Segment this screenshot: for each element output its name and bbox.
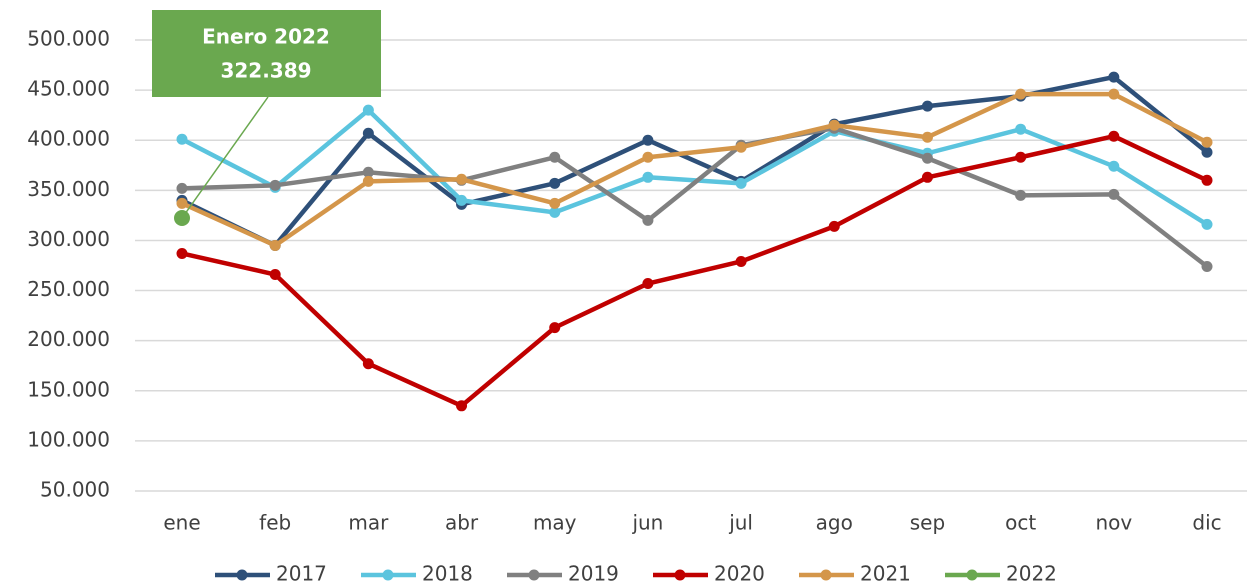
- data-point: [362, 166, 374, 178]
- x-tick-label: may: [533, 511, 577, 535]
- series-line: [181, 91, 1209, 248]
- data-point: [456, 400, 468, 412]
- x-tick-label: oct: [1005, 511, 1036, 535]
- legend-label: 2017: [276, 562, 327, 586]
- x-tick-label: jul: [728, 511, 753, 535]
- data-point: [735, 141, 747, 153]
- y-tick-label: 50.000: [40, 478, 110, 502]
- data-point: [1015, 151, 1027, 163]
- callout-value: 322.389: [220, 59, 311, 83]
- data-point: [176, 133, 188, 145]
- data-point: [549, 206, 561, 218]
- data-point: [549, 177, 561, 189]
- callout-title: Enero 2022: [202, 25, 330, 49]
- x-tick-label: mar: [348, 511, 389, 535]
- data-point: [362, 175, 374, 187]
- data-point: [921, 100, 933, 112]
- x-tick-label: feb: [259, 511, 291, 535]
- data-point: [549, 197, 561, 209]
- data-point: [1201, 146, 1213, 158]
- data-point: [176, 197, 188, 209]
- data-point: [1108, 88, 1120, 100]
- data-point: [456, 194, 468, 206]
- data-point: [735, 255, 747, 267]
- data-point: [921, 171, 933, 183]
- x-tick-label: sep: [910, 511, 945, 535]
- data-point: [176, 182, 188, 194]
- data-point: [1108, 160, 1120, 172]
- series-line: [181, 133, 1208, 409]
- data-point: [362, 104, 374, 116]
- x-tick-label: ago: [816, 511, 853, 535]
- series-line: [181, 74, 1209, 248]
- y-tick-label: 200.000: [27, 327, 110, 351]
- data-point: [1201, 136, 1213, 148]
- y-tick-label: 350.000: [27, 177, 110, 201]
- data-point: [1015, 88, 1027, 100]
- y-tick-label: 300.000: [27, 227, 110, 251]
- legend-marker: [820, 569, 832, 581]
- data-point: [1108, 188, 1120, 200]
- legend-marker: [382, 569, 394, 581]
- data-point: [269, 179, 281, 191]
- data-point: [456, 173, 468, 185]
- data-point: [269, 239, 281, 251]
- data-point: [828, 220, 840, 232]
- x-tick-label: ene: [163, 511, 200, 535]
- series-line: [180, 107, 1209, 227]
- data-point: [1108, 71, 1120, 83]
- legend-label: 2019: [568, 562, 619, 586]
- x-tick-label: abr: [445, 511, 479, 535]
- legend-label: 2022: [1006, 562, 1057, 586]
- data-point: [642, 134, 654, 146]
- data-point: [362, 358, 374, 370]
- legend-marker: [674, 569, 686, 581]
- data-point: [176, 247, 188, 259]
- legend-marker: [966, 569, 978, 581]
- data-point: [1108, 130, 1120, 142]
- y-tick-label: 450.000: [27, 77, 110, 101]
- data-point: [1201, 174, 1213, 186]
- legend-marker: [236, 569, 248, 581]
- data-point: [642, 171, 654, 183]
- callout-leader: [181, 96, 269, 219]
- data-point: [269, 269, 281, 281]
- data-point: [921, 152, 933, 164]
- y-tick-label: 500.000: [27, 27, 110, 51]
- data-point: [642, 278, 654, 290]
- x-tick-label: dic: [1192, 511, 1221, 535]
- data-point: [1201, 261, 1213, 273]
- data-point: [642, 151, 654, 163]
- data-point: [828, 119, 840, 131]
- data-point: [1015, 189, 1027, 201]
- series-line: [181, 125, 1209, 269]
- data-point: [735, 177, 747, 189]
- y-tick-label: 400.000: [27, 127, 110, 151]
- data-point: [1201, 218, 1213, 230]
- y-tick-label: 150.000: [27, 377, 110, 401]
- data-point: [549, 322, 561, 334]
- data-point: [549, 151, 561, 163]
- data-point: [1015, 123, 1027, 135]
- legend-label: 2021: [860, 562, 911, 586]
- y-tick-label: 100.000: [27, 427, 110, 451]
- x-tick-label: jun: [631, 511, 663, 535]
- y-tick-label: 250.000: [27, 277, 110, 301]
- legend-marker: [528, 569, 540, 581]
- legend-label: 2020: [714, 562, 765, 586]
- legend-label: 2018: [422, 562, 473, 586]
- data-point: [362, 127, 374, 139]
- x-tick-label: nov: [1095, 511, 1132, 535]
- data-point: [921, 131, 933, 143]
- data-point: [642, 214, 654, 226]
- callout-box: [152, 10, 381, 97]
